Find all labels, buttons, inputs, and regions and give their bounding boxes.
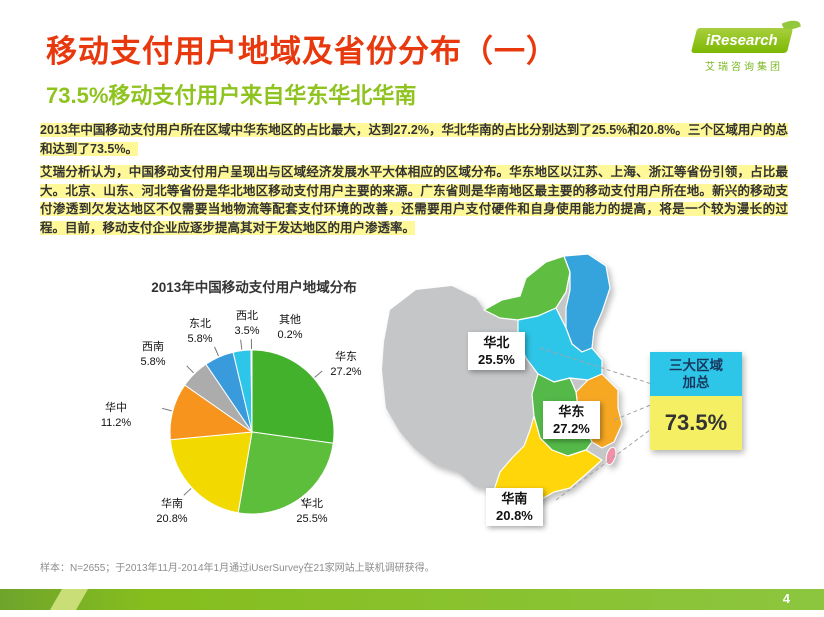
pie-label-dongbei: 东北 5.8% [187,318,213,345]
pie-label-xinan: 西南 5.8% [140,341,166,368]
pie-leader-line-xinan [186,365,195,374]
pie-leader-line-xibei [240,339,243,350]
page-subtitle: 73.5%移动支付用户来自华东华北华南 [46,83,417,108]
logo-brand-text: iResearch [706,32,778,49]
pie-label-huabei: 华北 25.5% [296,498,328,525]
pie-slice-huadong [251,349,335,444]
logo-company-text: 艾瑞咨询集团 [705,62,783,73]
aggregate-value: 73.5% [650,396,742,450]
leaf-icon [781,17,801,33]
map-callout-north: 华北 25.5% [468,332,525,370]
aggregate-title: 三大区域 加总 [650,352,742,396]
page-title: 移动支付用户地域及省份分布（一） [46,34,558,69]
pie-leader-line-dongbei [214,346,220,357]
map-callout-east: 华东 27.2% [543,401,600,439]
pie-label-huanan: 华南 20.8% [156,498,188,525]
analysis-paragraph-2: 艾瑞分析认为，中国移动支付用户呈现出与区域经济发展水平大体相应的区域分布。华东地… [40,165,788,235]
pie-slice-huanan [169,431,253,514]
pie-leader-line-huanan [183,488,192,496]
pie-slice-huabei [237,431,334,515]
pie-chart [161,338,335,515]
pie-label-huazhong: 华中 11.2% [100,402,132,429]
footer-accent-stripe [49,589,89,610]
pie-slice-qita [250,349,253,433]
pie-leader-line-huadong [314,370,323,378]
pie-leader-line-huabei [300,498,308,508]
sample-note: 样本：N=2655；于2013年11月-2014年1月通过iUserSurvey… [40,563,435,574]
map-callout-south: 华南 20.8% [486,488,543,526]
analysis-paragraph-1: 2013年中国移动支付用户所在区域中华东地区的占比最大，达到27.2%，华北华南… [40,123,788,156]
pie-leader-line-huazhong [161,407,172,412]
pie-chart-title: 2013年中国移动支付用户地域分布 [151,280,357,295]
pie-label-xibei: 西北 3.5% [234,310,260,337]
logo-banner: iResearch [690,17,801,53]
footer-bar [0,589,824,610]
aggregate-box: 三大区域 加总 73.5% [650,352,742,450]
pie-label-qita: 其他 0.2% [277,314,303,341]
page-number: 4 [782,591,790,606]
iresearch-logo: iResearch 艾瑞咨询集团 [690,17,801,73]
map-region-northeast [563,253,611,353]
pie-label-huadong: 华东 27.2% [330,351,362,378]
